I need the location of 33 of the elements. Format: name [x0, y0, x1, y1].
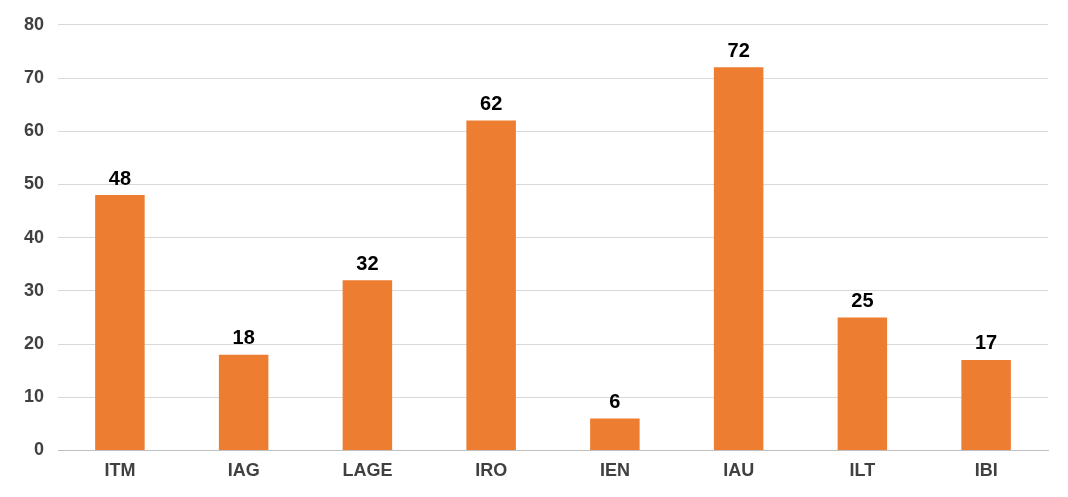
x-tick-label: IEN [599, 460, 630, 481]
y-tick-label: 10 [23, 386, 45, 407]
x-tick-label: IBI [974, 460, 998, 481]
y-tick-label: 40 [23, 226, 45, 247]
bar [466, 120, 516, 450]
bar [95, 195, 145, 450]
y-tick-label: 30 [23, 279, 45, 300]
x-tick-label: IRO [475, 460, 508, 481]
y-tick-label: 20 [23, 332, 45, 353]
y-tick-label: 50 [23, 173, 45, 194]
y-tick-label: 60 [23, 120, 45, 141]
data-label: 6 [609, 390, 621, 412]
bar [590, 418, 640, 450]
x-tick-label: IAU [723, 460, 755, 481]
bar [961, 359, 1011, 450]
data-label: 18 [232, 326, 255, 349]
x-tick-label: IAG [227, 460, 260, 481]
data-label: 62 [480, 92, 503, 115]
data-label: 72 [727, 38, 750, 61]
bar [342, 280, 393, 450]
x-tick-label: ITM [104, 460, 136, 481]
x-tick-label: ILT [849, 460, 876, 481]
y-tick-label: 70 [23, 66, 45, 87]
data-label: 48 [108, 166, 132, 189]
bar [837, 317, 888, 450]
bar [218, 354, 269, 450]
y-tick-label: 80 [23, 13, 45, 34]
data-label: 32 [356, 251, 379, 274]
data-label: 25 [851, 288, 874, 311]
y-tick-label: 0 [34, 439, 45, 460]
data-label: 17 [975, 331, 998, 354]
bar [713, 67, 764, 450]
x-tick-label: LAGE [342, 460, 393, 481]
